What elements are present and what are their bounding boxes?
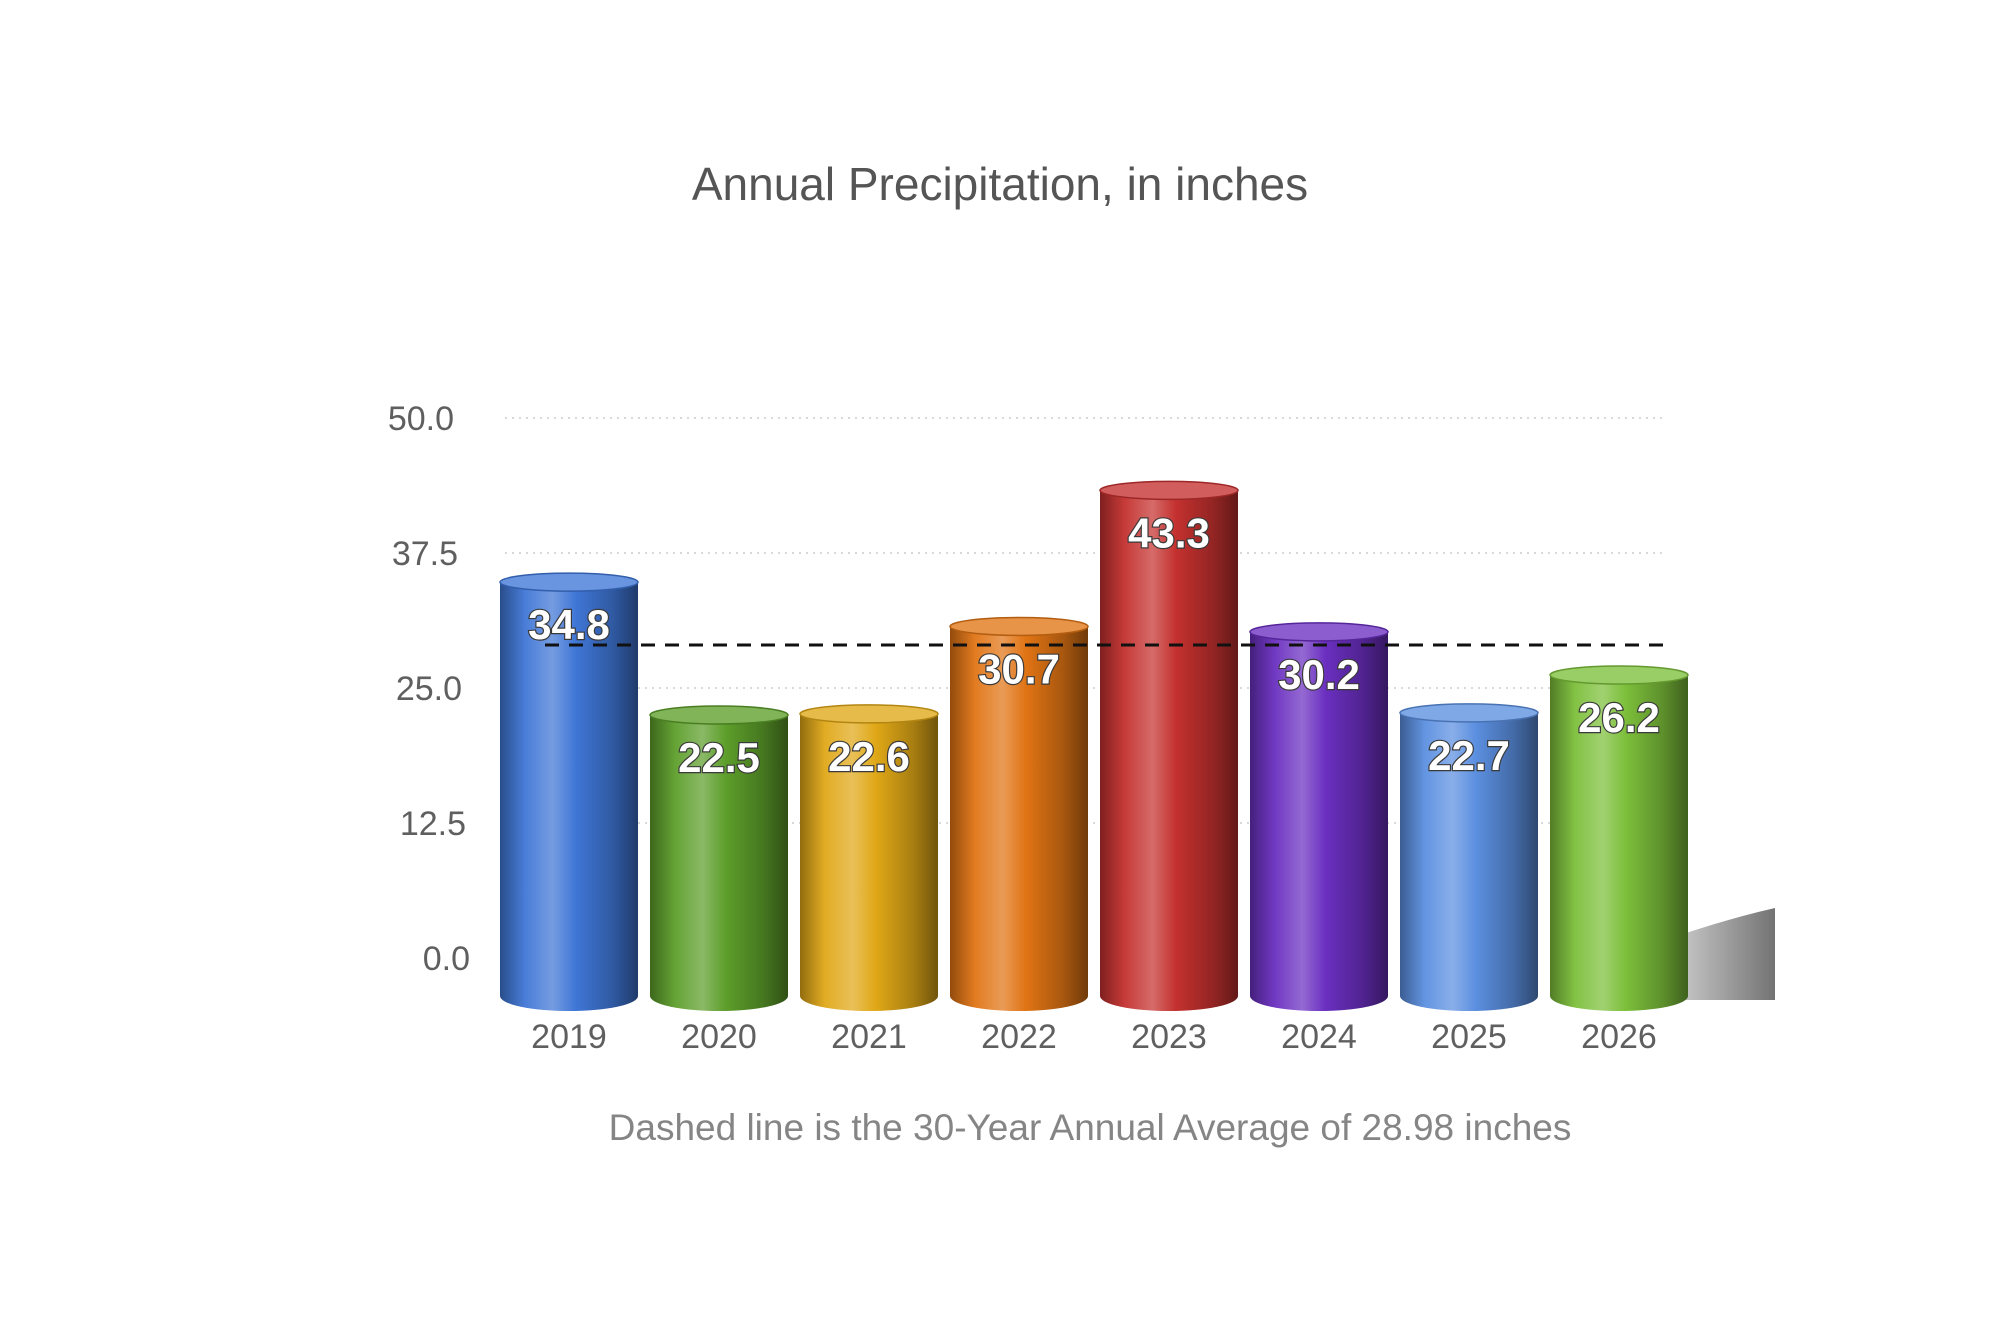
y-tick-label: 25.0: [396, 670, 462, 708]
bar-body: [1400, 712, 1538, 1011]
chart-caption: Dashed line is the 30-Year Annual Averag…: [609, 1107, 1572, 1148]
bar-body: [500, 582, 638, 1011]
x-tick-label: 2019: [531, 1018, 607, 1056]
data-label-2021: 22.6: [828, 733, 910, 780]
bar-cap: [799, 704, 939, 724]
y-tick-label: 12.5: [400, 805, 466, 843]
chart-title: Annual Precipitation, in inches: [692, 158, 1308, 210]
bar-body: [950, 626, 1088, 1011]
data-label-2020: 22.5: [678, 734, 760, 781]
data-label-2024: 30.2: [1278, 651, 1360, 698]
bar-body: [1550, 675, 1688, 1011]
bar-cap: [499, 572, 639, 592]
data-label-2026: 26.2: [1578, 694, 1660, 741]
bar-cap: [1249, 622, 1389, 642]
x-tick-label: 2023: [1131, 1018, 1207, 1056]
x-tick-label: 2025: [1431, 1018, 1507, 1056]
y-axis: 0.0 12.5 25.0 37.5 50.0: [388, 400, 470, 978]
bar-body: [650, 715, 788, 1011]
x-tick-label: 2020: [681, 1018, 757, 1056]
x-axis: 2019 2020 2021 2022 2023 2024 2025 2026: [531, 1018, 1657, 1056]
data-label-2022: 30.7: [978, 645, 1060, 692]
data-labels: 34.8 22.5 22.6 30.7 43.3 30.2 22.7 26.2: [527, 508, 1661, 782]
bar-cap: [649, 705, 789, 725]
bar-cap: [1399, 703, 1539, 723]
bar-cap: [1099, 480, 1239, 501]
bar-2021: [799, 704, 939, 1011]
bar-body: [1100, 490, 1238, 1011]
y-tick-label: 50.0: [388, 400, 454, 438]
bar-2020: [649, 705, 789, 1011]
bars: [499, 480, 1689, 1011]
bar-2022: [949, 616, 1089, 1011]
data-label-2019: 34.8: [528, 601, 610, 648]
x-tick-label: 2022: [981, 1018, 1057, 1056]
bar-body: [1250, 631, 1388, 1011]
bar-2024: [1249, 622, 1389, 1011]
bar-2023: [1099, 480, 1239, 1011]
x-tick-label: 2024: [1281, 1018, 1357, 1056]
bar-2019: [499, 572, 639, 1011]
x-tick-label: 2021: [831, 1018, 907, 1056]
data-label-2023: 43.3: [1128, 509, 1210, 556]
bar-2026: [1549, 665, 1689, 1011]
y-tick-label: 0.0: [423, 940, 470, 978]
bar-cap: [949, 616, 1089, 637]
bar-body: [800, 713, 938, 1011]
bar-2025: [1399, 703, 1539, 1011]
y-tick-label: 37.5: [392, 535, 458, 573]
x-tick-label: 2026: [1581, 1018, 1657, 1056]
data-label-2025: 22.7: [1428, 732, 1510, 779]
bar-cap: [1549, 665, 1689, 685]
